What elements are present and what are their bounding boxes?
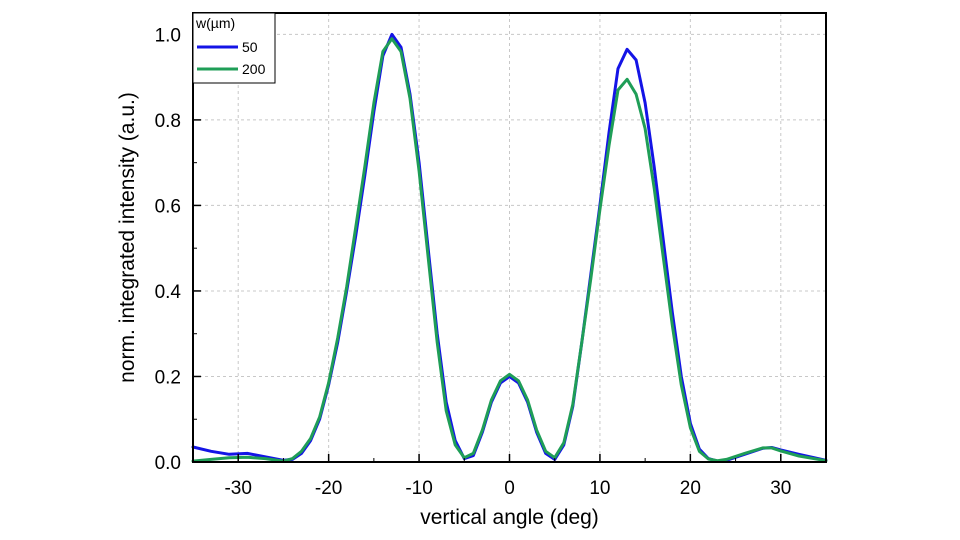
- series-layer: [191, 32, 828, 463]
- y-axis-title: norm. integrated intensity (a.u.): [116, 92, 139, 383]
- y-tick-label: 0.0: [155, 453, 181, 474]
- series-line-200: [191, 37, 828, 463]
- x-tick-label: 0: [504, 478, 515, 499]
- y-tick-label: 1.0: [155, 25, 181, 46]
- legend-label-50: 50: [242, 39, 258, 55]
- x-tick-label: 30: [770, 478, 791, 499]
- x-tick-label: -20: [315, 478, 342, 499]
- legend-label-200: 200: [242, 61, 266, 77]
- y-tick-label: 0.6: [155, 196, 181, 217]
- y-tick-label: 0.8: [155, 111, 181, 132]
- x-tick-label: 10: [589, 478, 610, 499]
- legend: w(µm) 50 200: [192, 12, 276, 84]
- legend-title: w(µm): [195, 15, 235, 31]
- grid: [193, 13, 826, 462]
- y-tick-label: 0.2: [155, 367, 181, 388]
- x-tick-label: 20: [680, 478, 701, 499]
- x-tick-label: -30: [224, 478, 251, 499]
- x-tick-label: -10: [405, 478, 432, 499]
- ticks: -30 -20 -10 0 10 20 30 0.0 0.2 0.4 0.6 0.8 1.0: [155, 25, 827, 499]
- x-axis-title: vertical angle (deg): [420, 506, 599, 529]
- y-tick-label: 0.4: [155, 282, 182, 303]
